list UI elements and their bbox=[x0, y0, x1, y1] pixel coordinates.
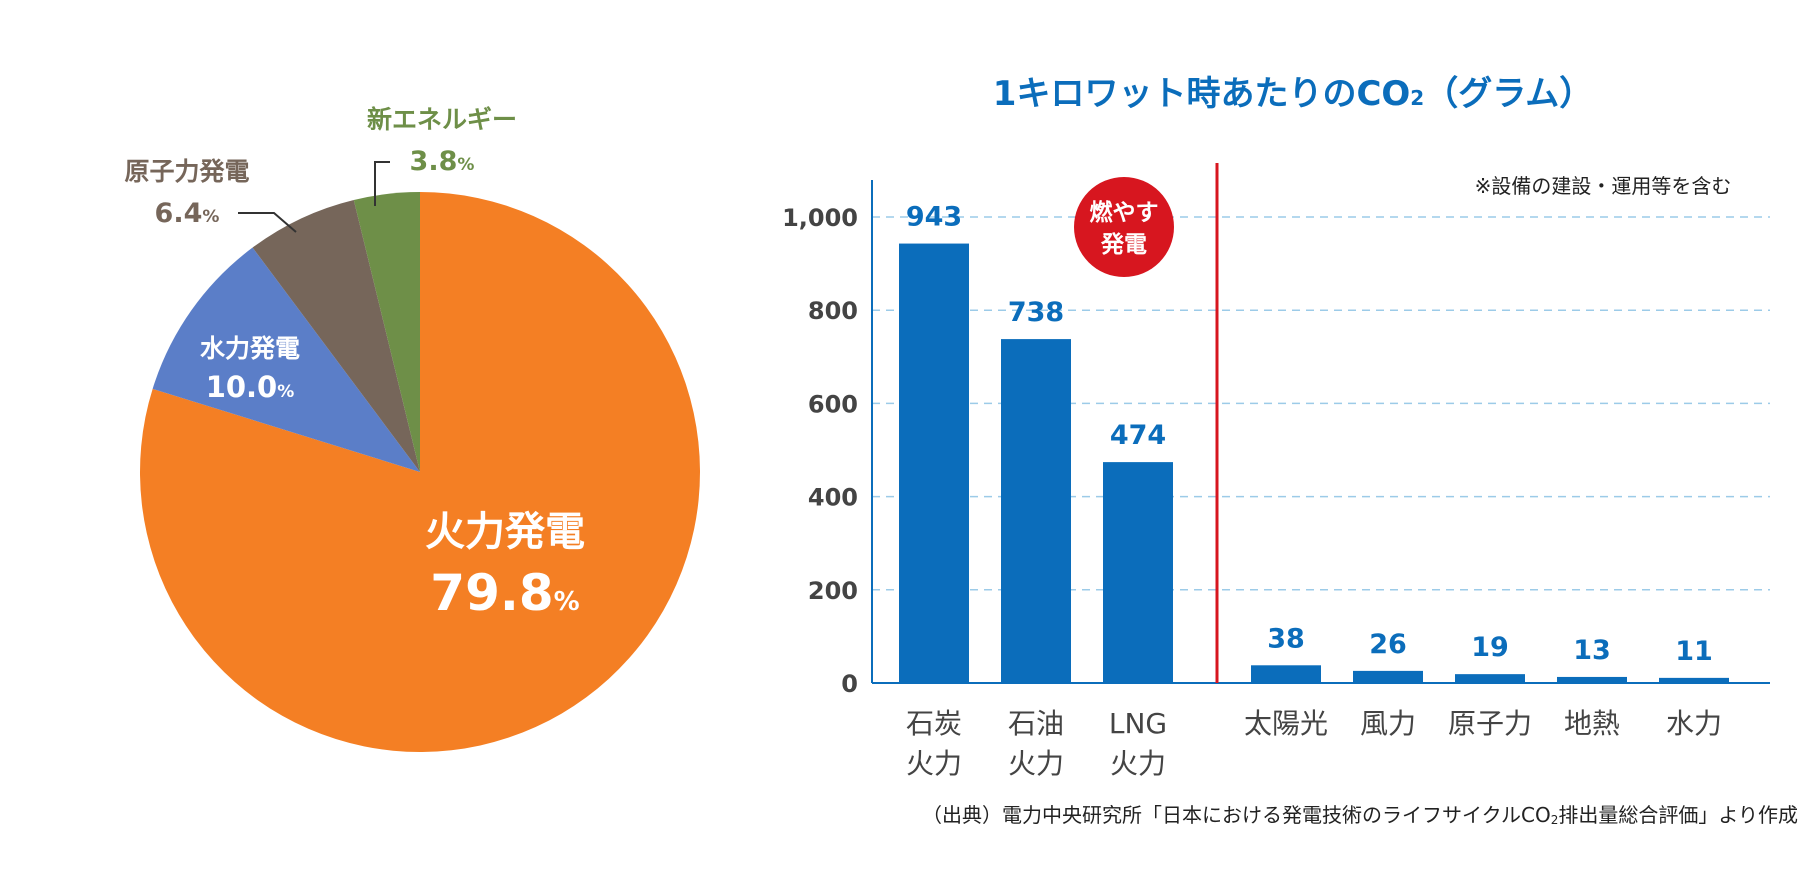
pie-label: 火力発電 bbox=[425, 509, 585, 555]
y-tick-label: 600 bbox=[808, 390, 858, 418]
data-label: 38 bbox=[1267, 623, 1305, 654]
y-tick-label: 200 bbox=[808, 577, 858, 605]
pie-slice bbox=[252, 199, 420, 472]
data-label: 738 bbox=[1008, 297, 1064, 328]
chart-title: 1キロワット時あたりのCO2（グラム） bbox=[993, 74, 1593, 114]
y-tick-label: 1,000 bbox=[782, 204, 858, 232]
pie-slice bbox=[152, 247, 420, 472]
y-tick-label: 0 bbox=[841, 670, 858, 698]
data-label: 943 bbox=[906, 202, 962, 233]
bar bbox=[1251, 665, 1321, 683]
x-tick-label: 水力 bbox=[1666, 707, 1722, 740]
badge-text: 発電 bbox=[1100, 232, 1147, 258]
pie-leader-line bbox=[238, 212, 297, 233]
x-tick-label: 石炭 bbox=[906, 707, 962, 740]
bar bbox=[899, 243, 969, 683]
data-label: 13 bbox=[1573, 635, 1611, 666]
x-tick-label: 火力 bbox=[1110, 747, 1166, 780]
x-tick-label: 地熱 bbox=[1564, 707, 1620, 740]
x-tick-label: 原子力 bbox=[1448, 707, 1532, 740]
data-label: 19 bbox=[1471, 632, 1509, 663]
y-tick-label: 800 bbox=[808, 297, 858, 325]
bar bbox=[1001, 339, 1071, 683]
data-label: 11 bbox=[1675, 636, 1713, 667]
source-note: （出典）電力中央研究所「日本における発電技術のライフサイクルCO2排出量総合評価… bbox=[922, 803, 1798, 827]
pie-value-unit: % bbox=[277, 382, 294, 402]
pie-slice bbox=[353, 192, 420, 472]
bar bbox=[1659, 677, 1729, 683]
bar bbox=[1557, 676, 1627, 683]
badge-circle bbox=[1074, 177, 1174, 277]
pie-value-unit: % bbox=[202, 207, 219, 227]
pie-value: 3.8% bbox=[410, 146, 475, 177]
x-tick-label: 太陽光 bbox=[1244, 707, 1328, 740]
x-tick-label: 火力 bbox=[1008, 747, 1064, 780]
y-tick-label: 400 bbox=[808, 484, 858, 512]
chart-title-suffix: （グラム） bbox=[1424, 74, 1593, 114]
pie-label: 新エネルギー bbox=[367, 105, 517, 134]
data-label: 474 bbox=[1110, 420, 1166, 451]
x-tick-label: 風力 bbox=[1360, 707, 1416, 740]
pie-leader-line bbox=[374, 161, 390, 206]
pie-label: 水力発電 bbox=[200, 334, 300, 363]
bar-chart: 1キロワット時あたりのCO2（グラム） 0 200 400 600 800 1,000 燃やす… bbox=[782, 74, 1770, 780]
pie-label: 原子力発電 bbox=[124, 157, 249, 186]
x-tick-label: 石油 bbox=[1008, 707, 1064, 740]
bar bbox=[1353, 670, 1423, 683]
data-label: 26 bbox=[1369, 629, 1407, 660]
pie-value-unit: % bbox=[554, 587, 580, 617]
pie-value-unit: % bbox=[457, 155, 474, 175]
bar bbox=[1103, 462, 1173, 683]
x-tick-label: LNG bbox=[1109, 707, 1167, 740]
bar bbox=[1455, 674, 1525, 683]
x-tick-label: 火力 bbox=[906, 747, 962, 780]
chart-title-sub: 2 bbox=[1410, 86, 1424, 110]
badge-text: 燃やす bbox=[1090, 199, 1159, 226]
pie-value: 6.4% bbox=[155, 198, 220, 229]
chart-note: ※設備の建設・運用等を含む bbox=[1475, 174, 1732, 198]
